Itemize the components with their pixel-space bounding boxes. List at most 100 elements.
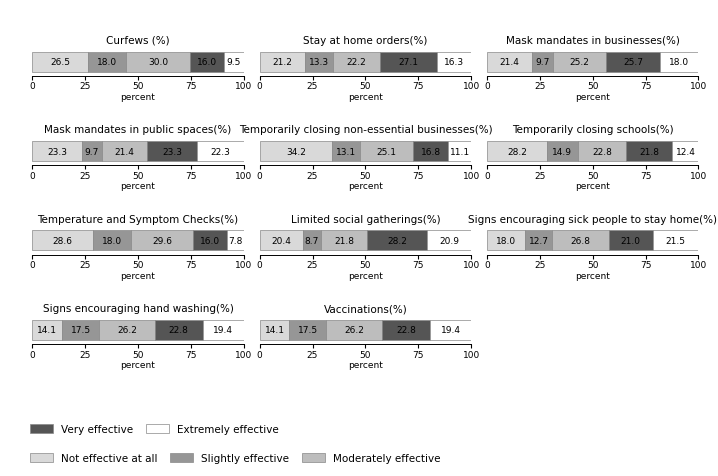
Text: 21.8: 21.8 xyxy=(335,237,354,246)
Bar xyxy=(303,231,321,251)
Legend: Not effective at all, Slightly effective, Moderately effective: Not effective at all, Slightly effective… xyxy=(27,450,444,466)
Bar xyxy=(380,52,437,72)
Text: 22.3: 22.3 xyxy=(210,147,230,156)
Text: 14.1: 14.1 xyxy=(37,326,57,335)
Text: Stay at home orders(%): Stay at home orders(%) xyxy=(303,36,428,46)
Bar xyxy=(653,231,699,251)
Bar xyxy=(193,231,228,251)
X-axis label: percent: percent xyxy=(348,93,383,102)
X-axis label: percent: percent xyxy=(348,182,383,191)
Text: 21.0: 21.0 xyxy=(621,237,641,246)
Text: 21.4: 21.4 xyxy=(115,147,135,156)
Bar xyxy=(190,52,224,72)
X-axis label: percent: percent xyxy=(575,182,610,191)
Text: 30.0: 30.0 xyxy=(148,58,168,67)
Bar xyxy=(82,142,102,162)
Bar xyxy=(546,142,578,162)
Bar xyxy=(487,142,546,162)
Text: 21.8: 21.8 xyxy=(640,147,659,156)
Text: 16.0: 16.0 xyxy=(200,237,220,246)
Bar xyxy=(321,231,368,251)
Bar xyxy=(448,142,472,162)
Text: Signs encouraging sick people to stay home(%): Signs encouraging sick people to stay ho… xyxy=(468,214,717,224)
Text: Temperature and Symptom Checks(%): Temperature and Symptom Checks(%) xyxy=(37,214,238,224)
Text: Vaccinations(%): Vaccinations(%) xyxy=(324,304,407,314)
Text: 17.5: 17.5 xyxy=(70,326,90,335)
Text: 9.5: 9.5 xyxy=(227,58,241,67)
Bar xyxy=(154,320,202,340)
Bar xyxy=(32,231,93,251)
Text: 23.3: 23.3 xyxy=(47,147,67,156)
Text: Signs encouraging hand washing(%): Signs encouraging hand washing(%) xyxy=(42,304,233,314)
Text: 9.7: 9.7 xyxy=(536,58,550,67)
Text: Temporarily closing non-essential businesses(%): Temporarily closing non-essential busine… xyxy=(238,125,493,135)
Text: 26.8: 26.8 xyxy=(570,237,590,246)
Bar xyxy=(413,142,448,162)
Bar xyxy=(609,231,653,251)
Bar xyxy=(99,320,154,340)
Text: 22.8: 22.8 xyxy=(592,147,612,156)
Text: 14.1: 14.1 xyxy=(265,326,284,335)
Bar xyxy=(126,52,190,72)
Bar xyxy=(332,142,360,162)
X-axis label: percent: percent xyxy=(121,182,156,191)
Bar xyxy=(228,231,243,251)
Bar xyxy=(487,231,525,251)
Bar xyxy=(147,142,197,162)
Text: 8.7: 8.7 xyxy=(305,237,320,246)
Bar xyxy=(525,231,552,251)
Bar xyxy=(197,142,243,162)
Bar xyxy=(260,320,289,340)
Text: 16.0: 16.0 xyxy=(197,58,217,67)
Text: 12.7: 12.7 xyxy=(528,237,549,246)
Text: 25.2: 25.2 xyxy=(569,58,589,67)
Bar xyxy=(32,142,82,162)
X-axis label: percent: percent xyxy=(121,360,156,369)
Text: 11.1: 11.1 xyxy=(450,147,470,156)
Text: 26.2: 26.2 xyxy=(117,326,136,335)
Bar xyxy=(368,231,427,251)
Bar xyxy=(304,52,332,72)
X-axis label: percent: percent xyxy=(575,271,610,280)
X-axis label: percent: percent xyxy=(348,360,383,369)
Text: 28.2: 28.2 xyxy=(507,147,527,156)
Bar xyxy=(552,231,609,251)
Text: 25.7: 25.7 xyxy=(623,58,643,67)
X-axis label: percent: percent xyxy=(575,93,610,102)
Text: Limited social gatherings(%): Limited social gatherings(%) xyxy=(291,214,440,224)
Text: 18.0: 18.0 xyxy=(669,58,689,67)
Text: 13.3: 13.3 xyxy=(309,58,329,67)
Bar xyxy=(102,142,147,162)
Text: 7.8: 7.8 xyxy=(228,237,243,246)
Text: 18.0: 18.0 xyxy=(98,58,118,67)
Bar xyxy=(289,320,327,340)
Text: 28.2: 28.2 xyxy=(387,237,407,246)
Text: 20.4: 20.4 xyxy=(271,237,292,246)
Text: 9.7: 9.7 xyxy=(85,147,99,156)
Bar xyxy=(487,52,532,72)
Bar xyxy=(131,231,193,251)
Bar xyxy=(260,52,304,72)
Bar xyxy=(553,52,606,72)
Text: 20.9: 20.9 xyxy=(439,237,459,246)
X-axis label: percent: percent xyxy=(348,271,383,280)
Text: 22.8: 22.8 xyxy=(169,326,189,335)
Bar xyxy=(626,142,673,162)
Text: Mask mandates in businesses(%): Mask mandates in businesses(%) xyxy=(506,36,680,46)
X-axis label: percent: percent xyxy=(121,93,156,102)
Bar xyxy=(32,52,88,72)
Text: 23.3: 23.3 xyxy=(162,147,182,156)
Text: 34.2: 34.2 xyxy=(286,147,306,156)
Bar xyxy=(673,142,699,162)
Text: 17.5: 17.5 xyxy=(298,326,318,335)
Bar xyxy=(327,320,382,340)
Text: 21.2: 21.2 xyxy=(272,58,292,67)
Text: 13.1: 13.1 xyxy=(336,147,356,156)
Text: Temporarily closing schools(%): Temporarily closing schools(%) xyxy=(512,125,673,135)
Bar xyxy=(578,142,626,162)
Text: 14.9: 14.9 xyxy=(552,147,572,156)
Text: 19.4: 19.4 xyxy=(441,326,461,335)
Bar xyxy=(360,142,413,162)
Text: 18.0: 18.0 xyxy=(102,237,122,246)
Text: 26.5: 26.5 xyxy=(50,58,70,67)
